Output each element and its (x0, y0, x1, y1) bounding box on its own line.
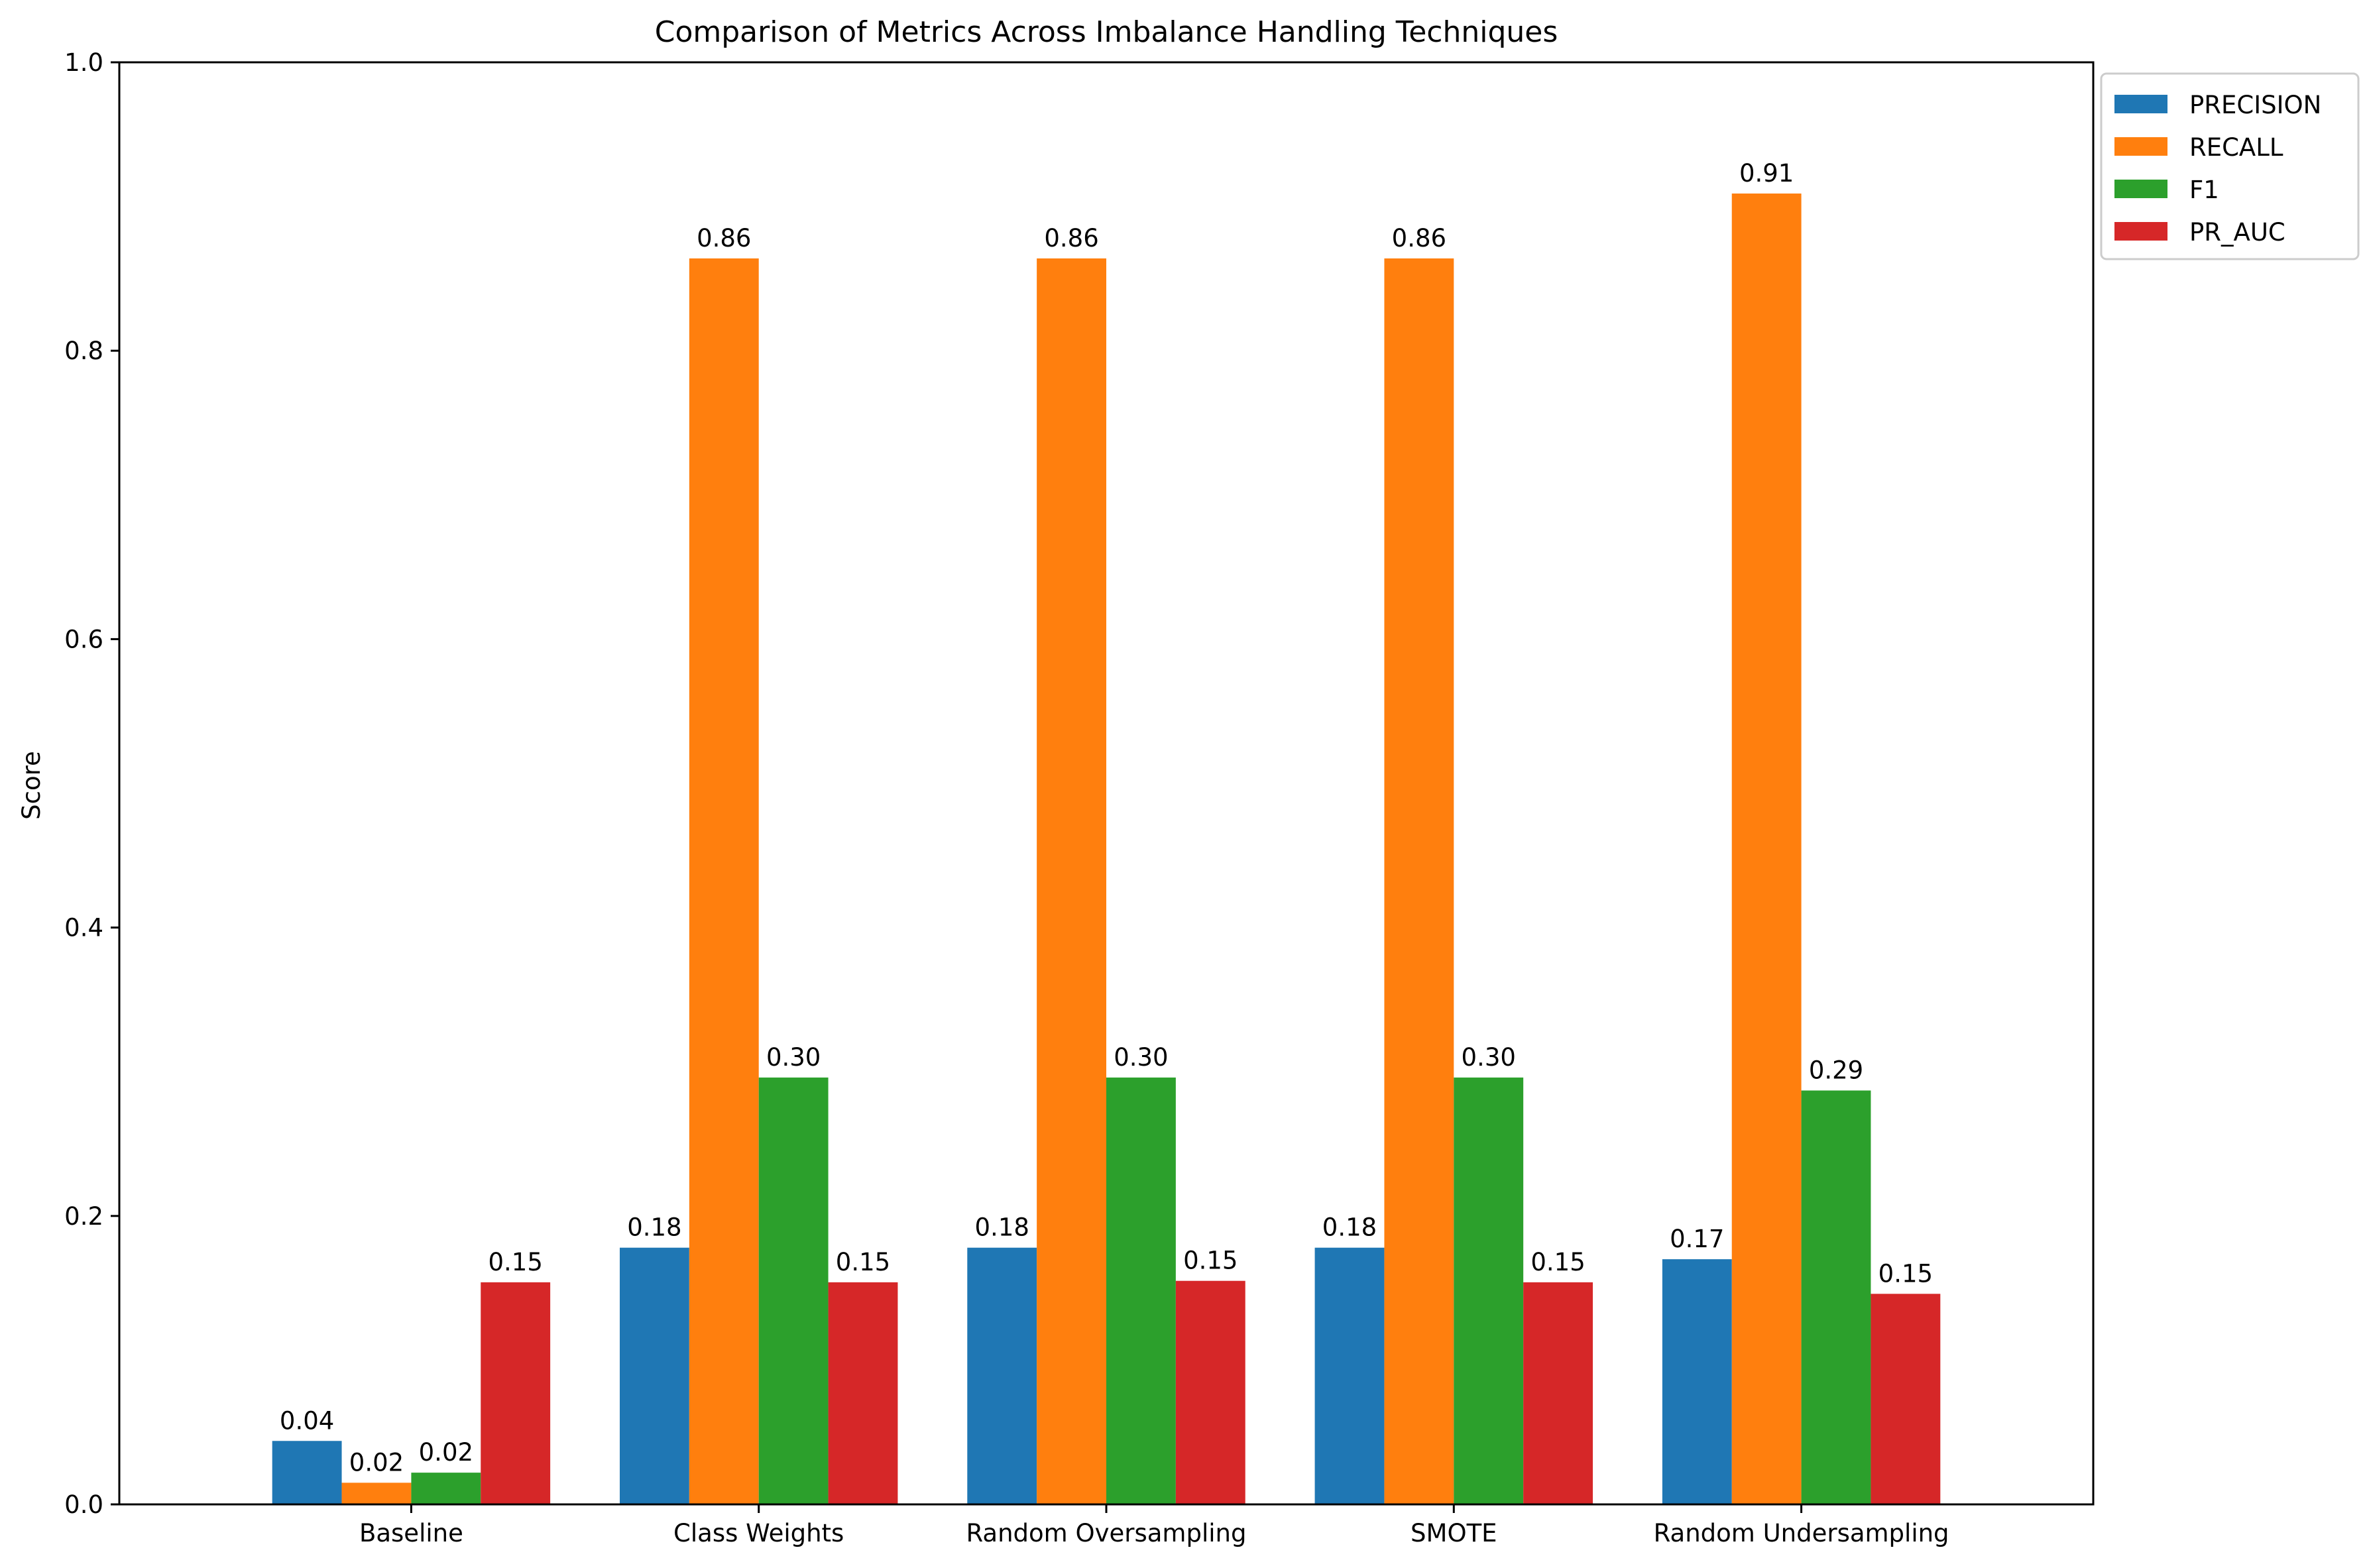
x-tick-label: Random Undersampling (1654, 1519, 1949, 1547)
bars-layer (272, 194, 1941, 1504)
bar-value-label: 0.15 (489, 1248, 543, 1276)
bar-value-label: 0.15 (1878, 1259, 1933, 1288)
bar-value-label: 0.30 (1114, 1043, 1168, 1072)
bar-value-label: 0.15 (1183, 1247, 1238, 1275)
bar-pr-auc (1523, 1282, 1593, 1504)
bar-value-label: 0.15 (836, 1248, 890, 1276)
bar-value-label: 0.15 (1530, 1248, 1585, 1276)
y-tick-label: 0.8 (64, 337, 103, 365)
legend-swatch (2114, 180, 2167, 198)
plot-area-frame (118, 61, 2095, 1506)
y-tick-label: 1.0 (64, 48, 103, 77)
bar-precision (967, 1247, 1037, 1504)
bar-value-label: 0.91 (1739, 159, 1794, 188)
y-axis-label: Score (17, 751, 46, 820)
legend-label: PRECISION (2189, 91, 2321, 119)
legend-label: PR_AUC (2189, 218, 2285, 247)
bar-pr-auc (1871, 1294, 1941, 1504)
bar-f1 (411, 1473, 481, 1504)
bar-value-label: 0.18 (1322, 1213, 1377, 1242)
bar-precision (1314, 1247, 1385, 1504)
bar-f1 (758, 1077, 829, 1504)
data-labels-layer: 0.04 0.18 0.18 0.18 0.17 0.02 0.86 0.86 0.86 0.91… (280, 159, 1933, 1477)
y-tick-label: 0.2 (64, 1202, 103, 1231)
x-tick-label: SMOTE (1411, 1519, 1497, 1547)
bar-recall (689, 258, 759, 1504)
bar-value-label: 0.04 (280, 1406, 334, 1435)
bar-value-label: 0.86 (697, 224, 751, 252)
y-tick-label: 0.4 (64, 914, 103, 942)
legend-swatch (2114, 95, 2167, 113)
x-tick-label: Random Oversampling (966, 1519, 1247, 1547)
bar-precision (619, 1247, 689, 1504)
x-tick-label: Class Weights (673, 1519, 844, 1547)
bar-f1 (1106, 1077, 1176, 1504)
legend-label: RECALL (2189, 133, 2283, 162)
axis-layer: 0.0 0.2 0.4 0.6 0.8 1.0 Baseline Class Weights R… (64, 48, 1949, 1547)
bar-value-label: 0.86 (1392, 224, 1446, 252)
x-tick-label: Baseline (359, 1519, 463, 1547)
bar-value-label: 0.30 (1462, 1043, 1516, 1072)
bar-pr-auc (481, 1282, 551, 1504)
y-tick-label: 0.6 (64, 625, 103, 653)
legend-swatch (2114, 222, 2167, 241)
bar-pr-auc (1175, 1280, 1245, 1504)
legend-frame (2100, 72, 2360, 260)
y-tick-label: 0.0 (64, 1490, 103, 1519)
bar-value-label: 0.18 (627, 1213, 681, 1242)
bar-recall (1731, 194, 1802, 1504)
bar-value-label: 0.02 (349, 1448, 404, 1477)
chart-title: Comparison of Metrics Across Imbalance H… (655, 15, 1558, 49)
bar-value-label: 0.29 (1809, 1056, 1863, 1084)
bar-value-label: 0.02 (419, 1438, 473, 1467)
bar-value-label: 0.17 (1670, 1225, 1724, 1253)
bar-recall (341, 1483, 412, 1504)
legend: PRECISION RECALL F1 PR_AUC (2100, 72, 2360, 260)
bar-pr-auc (828, 1282, 898, 1504)
bar-recall (1384, 258, 1454, 1504)
bar-f1 (1454, 1077, 1524, 1504)
bar-value-label: 0.18 (975, 1213, 1029, 1242)
bar-precision (1662, 1259, 1732, 1504)
bar-recall (1037, 258, 1106, 1504)
legend-swatch (2114, 137, 2167, 156)
bar-f1 (1801, 1090, 1871, 1504)
bar-value-label: 0.30 (766, 1043, 821, 1072)
bar-precision (272, 1441, 342, 1504)
bar-value-label: 0.86 (1044, 224, 1098, 252)
legend-label: F1 (2189, 176, 2219, 204)
